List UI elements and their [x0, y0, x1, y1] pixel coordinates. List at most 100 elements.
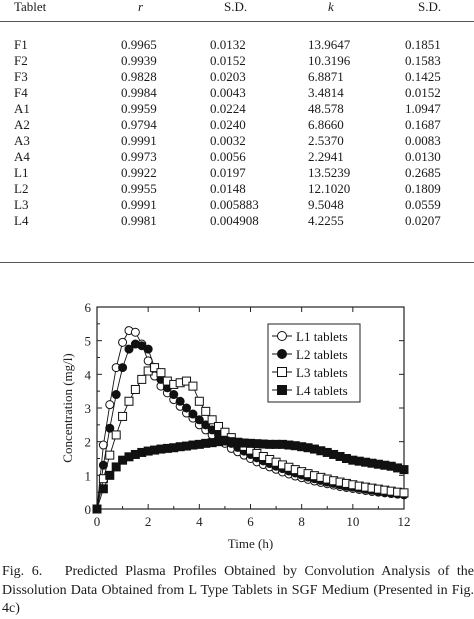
legend-marker: [277, 331, 287, 341]
k-cell: 6.8660: [308, 117, 344, 132]
header-k: k: [328, 0, 334, 14]
l3-tablets-point: [214, 422, 224, 432]
sd-r-cell: 0.0148: [210, 181, 246, 196]
l3-tablets-point: [201, 406, 211, 416]
l3-tablets-point: [220, 427, 230, 437]
k-cell: 6.8871: [308, 69, 344, 84]
tablet-cell: A4: [14, 149, 30, 164]
sd-k-cell: 0.0083: [405, 133, 441, 148]
table-row: F3 0.9828 0.0203 6.8871 0.1425: [0, 69, 474, 85]
sd-k-cell: 0.1687: [405, 117, 441, 132]
table-row: L2 0.9955 0.0148 12.1020 0.1809: [0, 181, 474, 197]
l3-tablets-point: [188, 381, 198, 391]
table-row: A2 0.9794 0.0240 6.8660 0.1687: [0, 117, 474, 133]
k-cell: 13.5239: [308, 165, 351, 180]
k-cell: 10.3196: [308, 53, 351, 68]
r-cell: 0.9939: [121, 53, 157, 68]
l2-tablets-point: [194, 415, 204, 425]
k-cell: 13.9647: [308, 37, 351, 52]
legend-label: L4 tablets: [296, 383, 348, 398]
r-cell: 0.9828: [121, 69, 157, 84]
x-axis-label: Time (h): [228, 536, 273, 551]
sd-r-cell: 0.004908: [210, 213, 259, 228]
r-cell: 0.9984: [121, 85, 157, 100]
tablet-cell: F2: [14, 53, 28, 68]
x-tick-label: 8: [298, 514, 305, 529]
sd-k-cell: 1.0947: [405, 101, 441, 116]
k-cell: 3.4814: [308, 85, 344, 100]
tablet-cell: L3: [14, 197, 29, 212]
k-cell: 12.1020: [308, 181, 351, 196]
l2-tablets-point: [169, 390, 179, 400]
x-tick-label: 4: [196, 514, 203, 529]
sd-k-cell: 0.2685: [405, 165, 441, 180]
y-tick-label: 4: [85, 367, 92, 382]
l3-tablets-point: [118, 411, 128, 421]
y-tick-label: 2: [85, 435, 92, 450]
table-header-row: Tablet r S.D. k S.D.: [0, 0, 474, 20]
l3-tablets-point: [399, 488, 409, 498]
l3-tablets-point: [111, 430, 121, 440]
header-sd-k: S.D.: [418, 0, 442, 14]
sd-k-cell: 0.1851: [405, 37, 441, 52]
table-row: L3 0.9991 0.005883 9.5048 0.0559: [0, 197, 474, 213]
sd-r-cell: 0.0197: [210, 165, 246, 180]
sd-r-cell: 0.0032: [210, 133, 246, 148]
l3-tablets-point: [194, 396, 204, 406]
y-tick-label: 0: [85, 502, 92, 517]
l1-tablets-point: [105, 400, 115, 410]
y-tick-label: 5: [85, 334, 92, 349]
table-row: A3 0.9991 0.0032 2.5370 0.0083: [0, 133, 474, 149]
l3-tablets-point: [182, 376, 192, 386]
l3-tablets-point: [105, 450, 115, 460]
sd-r-cell: 0.0132: [210, 37, 246, 52]
sd-k-cell: 0.0207: [405, 213, 441, 228]
sd-r-cell: 0.0203: [210, 69, 246, 84]
x-tick-label: 10: [346, 514, 359, 529]
x-tick-label: 2: [145, 514, 152, 529]
k-cell: 2.5370: [308, 133, 344, 148]
r-cell: 0.9973: [121, 149, 157, 164]
header-r: r: [138, 0, 144, 14]
legend-marker: [277, 349, 287, 359]
legend-marker: [277, 367, 287, 377]
legend-label: L1 tablets: [296, 329, 348, 344]
tablet-cell: A3: [14, 133, 30, 148]
header-tablet: Tablet: [14, 0, 47, 14]
legend-marker: [277, 385, 287, 395]
y-axis-label: Concentration (mg/l): [60, 353, 75, 462]
l3-tablets-point: [150, 363, 160, 373]
r-cell: 0.9922: [121, 165, 157, 180]
l4-tablets-point: [111, 462, 121, 472]
table-row: L1 0.9922 0.0197 13.5239 0.2685: [0, 165, 474, 181]
x-tick-label: 0: [94, 514, 101, 529]
table-top-rule: [0, 21, 474, 22]
sd-r-cell: 0.0043: [210, 85, 246, 100]
tablet-cell: L2: [14, 181, 29, 196]
tablet-cell: F1: [14, 37, 28, 52]
r-cell: 0.9959: [121, 101, 157, 116]
sd-r-cell: 0.005883: [210, 197, 259, 212]
l2-tablets-point: [182, 403, 192, 413]
sd-r-cell: 0.0224: [210, 101, 246, 116]
k-cell: 2.2941: [308, 149, 344, 164]
sd-r-cell: 0.0056: [210, 149, 246, 164]
tablet-cell: L4: [14, 213, 29, 228]
sd-k-cell: 0.0559: [405, 197, 441, 212]
l1-tablets-point: [130, 327, 140, 337]
l1-tablets-point: [98, 440, 108, 450]
x-tick-label: 12: [398, 514, 411, 529]
y-tick-label: 1: [85, 468, 92, 483]
r-cell: 0.9794: [121, 117, 157, 132]
table-row: F1 0.9965 0.0132 13.9647 0.1851: [0, 37, 474, 53]
l2-tablets-point: [175, 396, 185, 406]
r-cell: 0.9965: [121, 37, 157, 52]
k-cell: 4.2255: [308, 213, 344, 228]
l4-tablets-point: [98, 484, 108, 494]
l4-tablets-point: [105, 470, 115, 480]
l2-tablets-point: [124, 344, 134, 354]
sd-r-cell: 0.0152: [210, 53, 246, 68]
k-cell: 48.578: [308, 101, 344, 116]
l2-tablets-point: [105, 423, 115, 433]
